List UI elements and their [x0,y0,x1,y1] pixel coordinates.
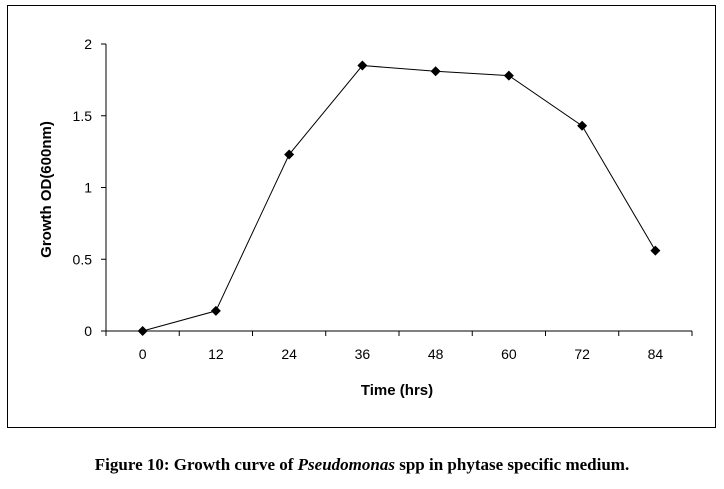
data-point-marker [503,70,514,81]
y-tick-label: 1.5 [73,108,93,124]
caption-suffix: spp in phytase specific medium. [394,455,630,474]
y-tick-label: 0 [84,323,92,339]
data-point-marker [430,66,441,77]
x-tick-label: 36 [355,346,371,362]
x-tick-label: 48 [428,346,444,362]
data-point-marker [210,305,221,316]
x-tick-label: 60 [501,346,517,362]
caption-italic: Pseudomonas [297,455,395,474]
data-point-marker [577,120,588,131]
figure-caption: Figure 10: Growth curve of Pseudomonas s… [0,455,724,475]
data-point-marker [284,149,295,160]
x-tick-label: 72 [574,346,590,362]
data-point-marker [357,60,368,71]
data-point-marker [650,245,661,256]
x-tick-label: 84 [648,346,664,362]
x-tick-label: 12 [208,346,224,362]
caption-prefix: Figure 10: Growth curve of [94,455,298,474]
chart-frame [7,5,716,428]
x-tick-label: 24 [281,346,297,362]
series-line [142,65,656,332]
y-tick-label: 2 [84,36,92,52]
y-tick-label: 0.5 [73,251,93,267]
y-tick-label: 1 [84,180,92,196]
growth-chart: 0 0.5 1 1.5 2 0 12 24 36 48 60 72 84 Time (hrs) Growth… [38,36,693,399]
x-tick-label: 0 [139,346,147,362]
x-axis-title: Time (hrs) [361,382,433,399]
y-axis-title: Growth OD(600nm) [38,121,55,258]
data-point-marker [137,326,148,336]
